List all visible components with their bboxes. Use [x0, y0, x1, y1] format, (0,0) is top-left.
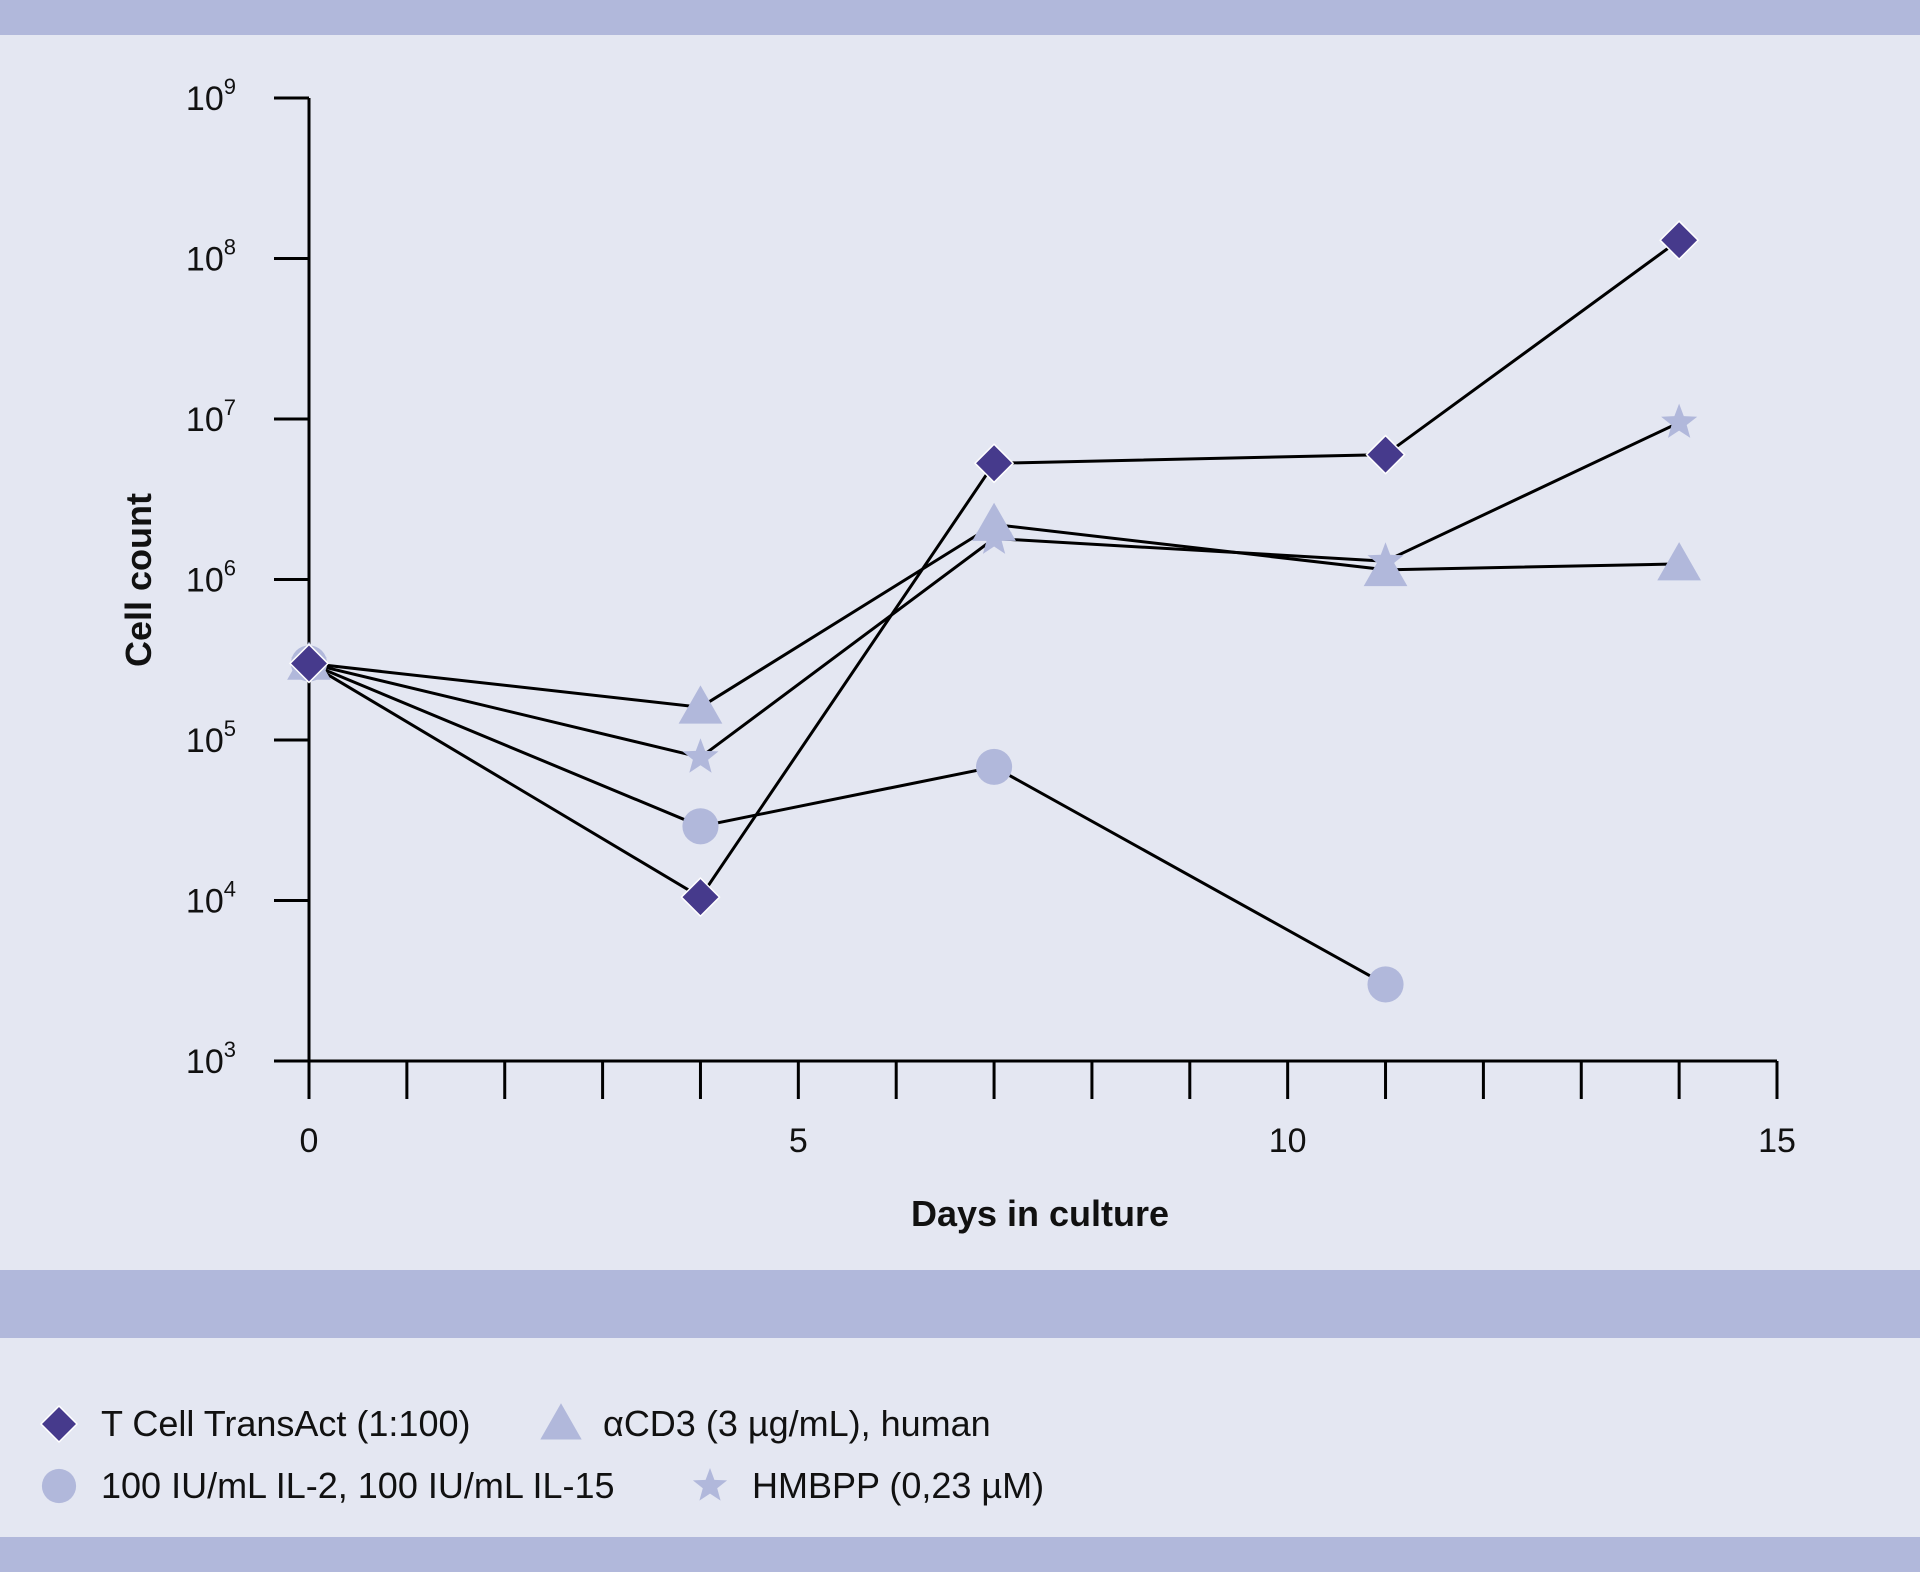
data-point-diamond [288, 643, 330, 684]
data-point-triangle [678, 685, 723, 724]
axis-lines [307, 98, 1777, 1063]
diamond-icon [39, 1404, 79, 1444]
star-icon-shape [692, 1468, 728, 1501]
y-tick-label: 109 [186, 74, 236, 118]
x-tick-label: 10 [1269, 1122, 1307, 1160]
legend-item-acd3: αCD3 (3 µg/mL), human [539, 1402, 991, 1446]
legend-label: αCD3 (3 µg/mL), human [603, 1403, 991, 1444]
y-tick-label: 103 [186, 1037, 236, 1081]
y-tick-label: 106 [186, 556, 236, 600]
cell-count-chart: 103 104 105 106 107 108 109 0 5 10 15 Days in cult… [118, 74, 1796, 1234]
legend-item-transact: T Cell TransAct (1:100) [37, 1402, 470, 1446]
y-axis-title: Cell count [118, 493, 159, 667]
legend: T Cell TransAct (1:100) αCD3 (3 µg/mL), … [0, 1338, 1920, 1537]
series-lines [308, 238, 1680, 986]
data-point-triangle [1657, 542, 1701, 581]
x-tick-label: 5 [789, 1122, 808, 1160]
diamond-icon-shape [39, 1404, 79, 1444]
legend-label: 100 IU/mL IL-2, 100 IU/mL IL-15 [101, 1465, 615, 1506]
legend-item-il2-il15: 100 IU/mL IL-2, 100 IU/mL IL-15 [37, 1464, 615, 1508]
legend-top-band [0, 1270, 1920, 1338]
data-point-diamond [974, 443, 1015, 484]
triangle-icon [540, 1403, 582, 1440]
y-tick-label: 107 [186, 395, 236, 439]
data-point-star [682, 738, 719, 773]
data-point-diamond [1365, 434, 1406, 475]
data-point-diamond [1659, 220, 1700, 261]
x-tick-label: 0 [300, 1122, 319, 1160]
data-point-star [1661, 403, 1698, 438]
star-icon [692, 1468, 728, 1501]
data-point-circle [682, 808, 719, 845]
axes: 103 104 105 106 107 108 109 0 5 10 15 [186, 74, 1796, 1160]
legend-item-hmbpp: HMBPP (0,23 µM) [688, 1464, 1044, 1508]
y-tick-label: 104 [186, 877, 236, 921]
top-band [0, 0, 1920, 35]
series-markers [287, 220, 1701, 1003]
legend-label: T Cell TransAct (1:100) [101, 1403, 471, 1444]
x-axis-title: Days in culture [911, 1193, 1169, 1234]
data-point-circle [1367, 966, 1404, 1003]
series-line-triangle [308, 522, 1680, 709]
triangle-icon-shape [540, 1403, 582, 1440]
data-point-triangle [1363, 547, 1408, 587]
y-tick-label: 108 [186, 235, 236, 279]
data-point-diamond [680, 877, 721, 918]
circle-icon-shape [41, 1468, 77, 1504]
data-point-triangle [972, 502, 1016, 541]
series-line-circle [308, 662, 1387, 986]
circle-icon [41, 1468, 77, 1504]
legend-label: HMBPP (0,23 µM) [752, 1465, 1045, 1506]
y-tick-label: 105 [186, 716, 236, 760]
bottom-band [0, 1537, 1920, 1572]
x-tick-label: 15 [1758, 1122, 1796, 1160]
data-point-circle [976, 748, 1013, 785]
